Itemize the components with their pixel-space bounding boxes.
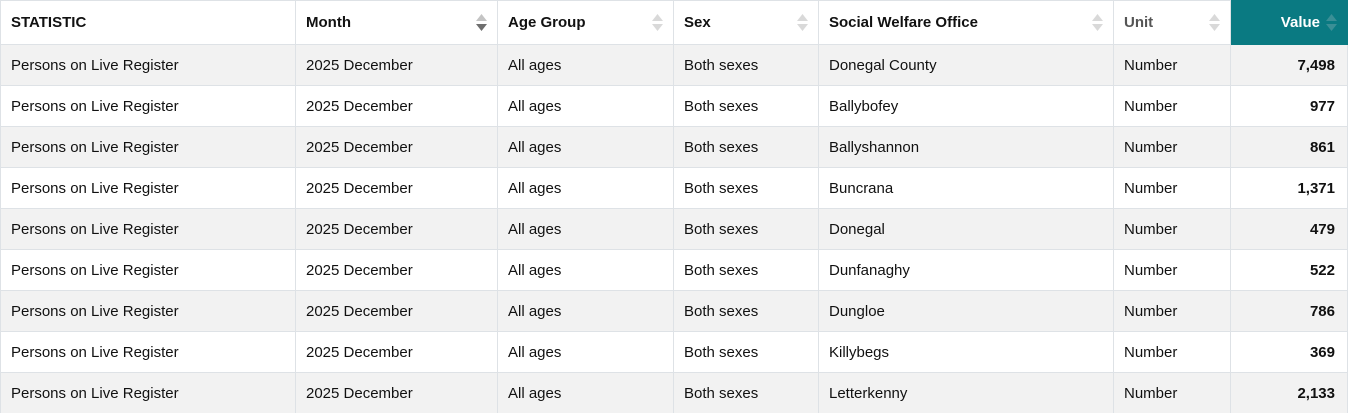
cell-social-welfare-office: Buncrana <box>818 167 1114 209</box>
sort-icon[interactable] <box>1092 14 1103 31</box>
table-row[interactable]: Persons on Live Register 2025 December All… <box>0 208 1348 250</box>
cell-unit: Number <box>1113 372 1231 413</box>
cell-sex: Both sexes <box>673 85 819 127</box>
cell-statistic: Persons on Live Register <box>0 249 296 291</box>
cell-sex: Both sexes <box>673 331 819 373</box>
cell-age-group: All ages <box>497 331 674 373</box>
cell-month: 2025 December <box>295 290 498 332</box>
cell-age-group: All ages <box>497 126 674 168</box>
column-header-unit[interactable]: Unit <box>1113 0 1231 45</box>
cell-sex: Both sexes <box>673 249 819 291</box>
cell-unit: Number <box>1113 167 1231 209</box>
cell-age-group: All ages <box>497 290 674 332</box>
cell-statistic: Persons on Live Register <box>0 290 296 332</box>
column-header-statistic[interactable]: STATISTIC <box>0 0 296 45</box>
column-header-value[interactable]: Value <box>1230 0 1348 45</box>
table-row[interactable]: Persons on Live Register 2025 December All… <box>0 249 1348 291</box>
cell-value: 2,133 <box>1230 372 1348 413</box>
cell-age-group: All ages <box>497 249 674 291</box>
cell-month: 2025 December <box>295 372 498 413</box>
table-row[interactable]: Persons on Live Register 2025 December All… <box>0 331 1348 373</box>
column-header-label: Month <box>306 14 351 31</box>
cell-month: 2025 December <box>295 85 498 127</box>
table-row[interactable]: Persons on Live Register 2025 December All… <box>0 290 1348 332</box>
cell-social-welfare-office: Ballyshannon <box>818 126 1114 168</box>
cell-statistic: Persons on Live Register <box>0 208 296 250</box>
cell-social-welfare-office: Dungloe <box>818 290 1114 332</box>
cell-statistic: Persons on Live Register <box>0 126 296 168</box>
cell-unit: Number <box>1113 290 1231 332</box>
cell-month: 2025 December <box>295 126 498 168</box>
cell-value: 522 <box>1230 249 1348 291</box>
cell-sex: Both sexes <box>673 126 819 168</box>
cell-month: 2025 December <box>295 167 498 209</box>
cell-sex: Both sexes <box>673 44 819 86</box>
table-header: STATISTIC Month <box>0 0 1348 45</box>
cell-value: 861 <box>1230 126 1348 168</box>
cell-month: 2025 December <box>295 249 498 291</box>
cell-statistic: Persons on Live Register <box>0 85 296 127</box>
sort-descending-icon[interactable] <box>476 14 487 31</box>
cell-value: 479 <box>1230 208 1348 250</box>
column-header-label: Social Welfare Office <box>829 14 978 31</box>
sort-icon[interactable] <box>1209 14 1220 31</box>
cell-unit: Number <box>1113 331 1231 373</box>
table-row[interactable]: Persons on Live Register 2025 December All… <box>0 44 1348 86</box>
cell-sex: Both sexes <box>673 208 819 250</box>
sort-icon[interactable] <box>1326 14 1337 31</box>
cell-value: 786 <box>1230 290 1348 332</box>
cell-month: 2025 December <box>295 331 498 373</box>
column-header-label: Sex <box>684 14 711 31</box>
column-header-month[interactable]: Month <box>295 0 498 45</box>
table-row[interactable]: Persons on Live Register 2025 December All… <box>0 126 1348 168</box>
table-row[interactable]: Persons on Live Register 2025 December All… <box>0 85 1348 127</box>
cell-age-group: All ages <box>497 208 674 250</box>
cell-age-group: All ages <box>497 372 674 413</box>
table-row[interactable]: Persons on Live Register 2025 December All… <box>0 167 1348 209</box>
cell-sex: Both sexes <box>673 290 819 332</box>
table-row[interactable]: Persons on Live Register 2025 December All… <box>0 372 1348 413</box>
cell-age-group: All ages <box>497 85 674 127</box>
cell-social-welfare-office: Ballybofey <box>818 85 1114 127</box>
column-header-label: Value <box>1280 14 1320 31</box>
cell-age-group: All ages <box>497 44 674 86</box>
column-header-social-welfare-office[interactable]: Social Welfare Office <box>818 0 1114 45</box>
column-header-age-group[interactable]: Age Group <box>497 0 674 45</box>
cell-month: 2025 December <box>295 208 498 250</box>
cell-statistic: Persons on Live Register <box>0 372 296 413</box>
cell-unit: Number <box>1113 44 1231 86</box>
cell-age-group: All ages <box>497 167 674 209</box>
cell-unit: Number <box>1113 85 1231 127</box>
column-header-label: Unit <box>1124 14 1154 31</box>
cell-unit: Number <box>1113 249 1231 291</box>
sort-icon[interactable] <box>652 14 663 31</box>
column-header-label: Age Group <box>508 14 586 31</box>
cell-sex: Both sexes <box>673 167 819 209</box>
cell-sex: Both sexes <box>673 372 819 413</box>
cell-value: 977 <box>1230 85 1348 127</box>
cell-statistic: Persons on Live Register <box>0 167 296 209</box>
cell-social-welfare-office: Donegal <box>818 208 1114 250</box>
cell-social-welfare-office: Killybegs <box>818 331 1114 373</box>
cell-unit: Number <box>1113 126 1231 168</box>
cell-value: 7,498 <box>1230 44 1348 86</box>
column-header-sex[interactable]: Sex <box>673 0 819 45</box>
cell-social-welfare-office: Letterkenny <box>818 372 1114 413</box>
cell-social-welfare-office: Donegal County <box>818 44 1114 86</box>
cell-social-welfare-office: Dunfanaghy <box>818 249 1114 291</box>
cell-value: 369 <box>1230 331 1348 373</box>
cell-statistic: Persons on Live Register <box>0 331 296 373</box>
cell-month: 2025 December <box>295 44 498 86</box>
cell-value: 1,371 <box>1230 167 1348 209</box>
table-body: Persons on Live Register 2025 December All… <box>0 44 1348 413</box>
column-header-label: STATISTIC <box>11 14 87 31</box>
cell-statistic: Persons on Live Register <box>0 44 296 86</box>
cell-unit: Number <box>1113 208 1231 250</box>
sort-icon[interactable] <box>797 14 808 31</box>
